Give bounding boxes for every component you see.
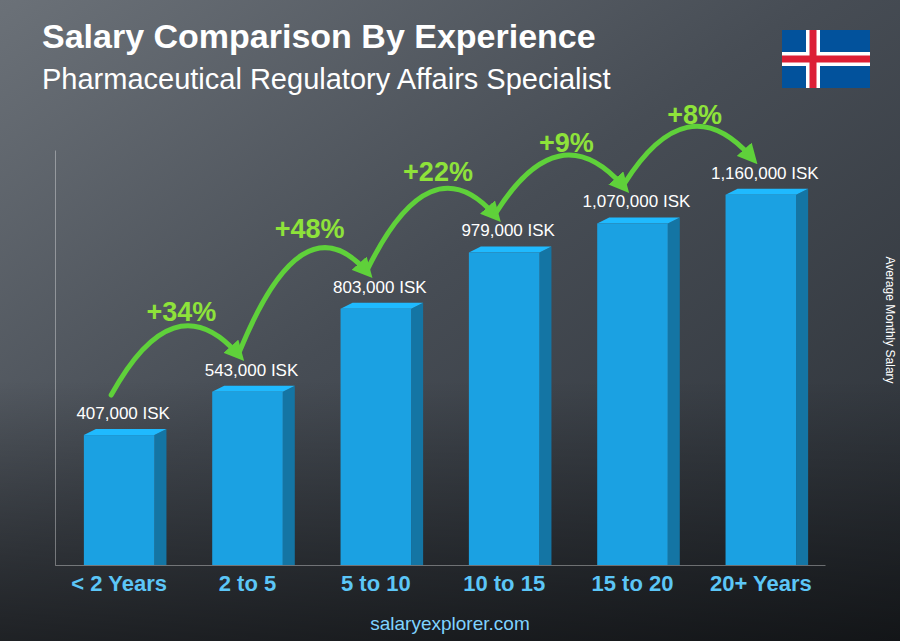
bar-group [726,189,809,565]
y-axis-title: Average Monthly Salary [883,256,897,383]
data-label: 1,160,000 ISK [711,164,819,183]
flag [782,30,870,88]
bar-side [668,217,680,565]
bar-top [341,303,424,309]
y-axis [55,151,56,566]
x-tick: 15 to 20 [592,571,674,596]
bar [469,252,540,565]
growth-arrow [368,188,494,268]
bar-top [597,217,680,223]
x-tick-label: 20+ Years [710,571,812,596]
growth-label: +48% [275,214,345,244]
data-label: 979,000 ISK [461,221,555,240]
bar-group [212,386,295,565]
x-tick: 10 to 15 [463,571,545,596]
x-tick: 2 to 5 [219,571,276,596]
growth-annotations: +34% +48% +22% +9% +8% [111,100,751,395]
flag-cross-red [782,56,870,63]
bar-group [84,429,167,565]
data-label: 1,070,000 ISK [583,192,691,211]
x-tick: 20+ Years [710,571,812,596]
x-tick-label: < 2 Years [71,571,167,596]
x-axis-line [56,565,826,566]
growth-arrow [240,248,366,352]
x-tick-label: 5 to 10 [341,571,411,596]
x-tick: 5 to 10 [341,571,411,596]
x-tick-label: 2 to 5 [219,571,276,596]
growth-arrow [496,155,622,212]
bar-side [539,246,551,565]
y-axis-line [55,151,56,566]
bar-top [469,246,552,252]
bar-group [469,246,552,565]
bar-side [411,303,423,565]
chart-svg: Salary Comparison By Experience Pharmaceu… [0,0,900,641]
data-label: 407,000 ISK [76,404,170,423]
bar [597,223,668,565]
x-tick-label: 15 to 20 [592,571,674,596]
bar-top [212,386,295,392]
flag-field [782,30,870,88]
background [0,0,900,641]
growth-arrow [625,126,751,183]
bar [726,195,797,565]
x-tick-label: 10 to 15 [463,571,545,596]
title: Salary Comparison By Experience [42,17,596,55]
bar-side [796,189,808,565]
bar-side [283,386,295,565]
subtitle: Pharmaceutical Regulatory Affairs Specia… [42,63,610,95]
bar-group [597,217,680,565]
chart-container: Salary Comparison By Experience Pharmaceu… [0,0,900,641]
bar-side [154,429,166,565]
growth-label: +22% [403,157,473,187]
bar-top [84,429,167,435]
x-tick: < 2 Years [71,571,167,596]
x-axis: < 2 Years 2 to 5 5 to 10 10 to 15 15 to 20 20… [56,566,826,596]
bar [84,435,155,565]
data-labels: 407,000 ISK 543,000 ISK 803,000 ISK 979,000… [76,164,819,423]
source: salaryexplorer.com [370,613,529,634]
bar-top [726,189,809,195]
bar [212,392,283,565]
flag-cross-white [782,52,870,66]
data-label: 543,000 ISK [205,361,299,380]
growth-label: +34% [146,297,216,327]
growth-arrow [111,326,237,395]
data-label: 803,000 ISK [333,278,427,297]
growth-label: +9% [539,128,594,158]
bar-group [341,303,424,565]
bars [84,189,808,565]
growth-label: +8% [667,100,722,130]
bar [341,309,412,565]
